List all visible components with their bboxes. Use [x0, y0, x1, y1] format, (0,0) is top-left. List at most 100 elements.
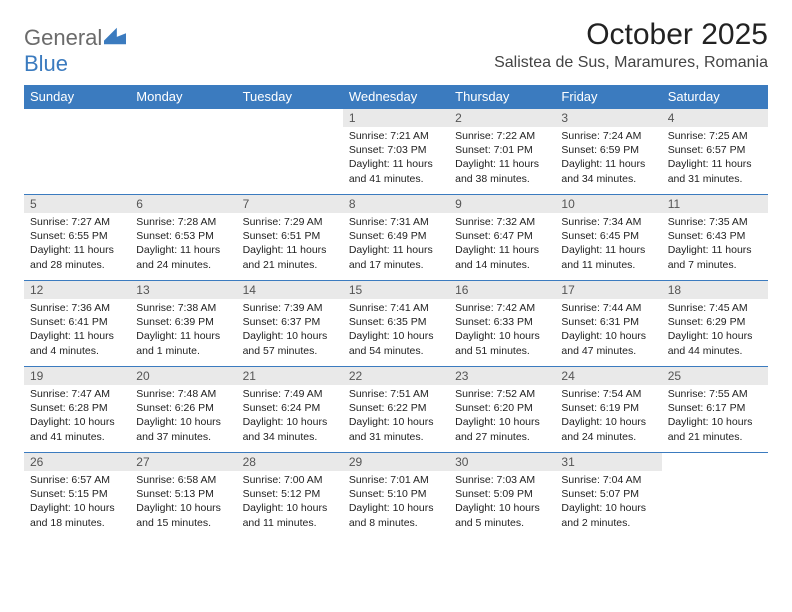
day-details: Sunrise: 7:48 AMSunset: 6:26 PMDaylight:…: [130, 385, 236, 446]
calendar-day-cell: 26Sunrise: 6:57 AMSunset: 5:15 PMDayligh…: [24, 453, 130, 539]
sunrise-text: Sunrise: 7:51 AM: [349, 387, 443, 401]
calendar-day-cell: 30Sunrise: 7:03 AMSunset: 5:09 PMDayligh…: [449, 453, 555, 539]
calendar-day-cell: 5Sunrise: 7:27 AMSunset: 6:55 PMDaylight…: [24, 195, 130, 281]
sunrise-text: Sunrise: 7:52 AM: [455, 387, 549, 401]
calendar-day-cell: 22Sunrise: 7:51 AMSunset: 6:22 PMDayligh…: [343, 367, 449, 453]
calendar-day-cell: 14Sunrise: 7:39 AMSunset: 6:37 PMDayligh…: [237, 281, 343, 367]
day-number: 28: [237, 453, 343, 471]
day-details: Sunrise: 7:42 AMSunset: 6:33 PMDaylight:…: [449, 299, 555, 360]
header: General Blue October 2025 Salistea de Su…: [24, 18, 768, 77]
sunset-text: Sunset: 5:07 PM: [561, 487, 655, 501]
day-details: Sunrise: 7:52 AMSunset: 6:20 PMDaylight:…: [449, 385, 555, 446]
weekday-header: Monday: [130, 85, 236, 109]
day-details: Sunrise: 6:58 AMSunset: 5:13 PMDaylight:…: [130, 471, 236, 532]
calendar-day-cell: 17Sunrise: 7:44 AMSunset: 6:31 PMDayligh…: [555, 281, 661, 367]
daylight-text: Daylight: 10 hours and 18 minutes.: [30, 501, 124, 529]
daylight-text: Daylight: 10 hours and 5 minutes.: [455, 501, 549, 529]
daylight-text: Daylight: 10 hours and 57 minutes.: [243, 329, 337, 357]
day-number: 22: [343, 367, 449, 385]
day-details: Sunrise: 6:57 AMSunset: 5:15 PMDaylight:…: [24, 471, 130, 532]
day-details: Sunrise: 7:03 AMSunset: 5:09 PMDaylight:…: [449, 471, 555, 532]
calendar-day-cell: 2Sunrise: 7:22 AMSunset: 7:01 PMDaylight…: [449, 109, 555, 195]
calendar-day-cell: 1Sunrise: 7:21 AMSunset: 7:03 PMDaylight…: [343, 109, 449, 195]
daylight-text: Daylight: 11 hours and 4 minutes.: [30, 329, 124, 357]
day-number: 16: [449, 281, 555, 299]
day-details: Sunrise: 7:28 AMSunset: 6:53 PMDaylight:…: [130, 213, 236, 274]
day-number: 1: [343, 109, 449, 127]
calendar-day-cell: [24, 109, 130, 195]
sunrise-text: Sunrise: 7:34 AM: [561, 215, 655, 229]
daylight-text: Daylight: 11 hours and 28 minutes.: [30, 243, 124, 271]
sunset-text: Sunset: 6:59 PM: [561, 143, 655, 157]
calendar-day-cell: 7Sunrise: 7:29 AMSunset: 6:51 PMDaylight…: [237, 195, 343, 281]
day-details: Sunrise: 7:38 AMSunset: 6:39 PMDaylight:…: [130, 299, 236, 360]
day-details: Sunrise: 7:21 AMSunset: 7:03 PMDaylight:…: [343, 127, 449, 188]
sunrise-text: Sunrise: 7:32 AM: [455, 215, 549, 229]
sunrise-text: Sunrise: 7:21 AM: [349, 129, 443, 143]
day-details: Sunrise: 7:24 AMSunset: 6:59 PMDaylight:…: [555, 127, 661, 188]
day-number: 27: [130, 453, 236, 471]
day-number: 29: [343, 453, 449, 471]
calendar-week-row: 5Sunrise: 7:27 AMSunset: 6:55 PMDaylight…: [24, 195, 768, 281]
sunset-text: Sunset: 6:47 PM: [455, 229, 549, 243]
sunrise-text: Sunrise: 7:39 AM: [243, 301, 337, 315]
calendar-week-row: 12Sunrise: 7:36 AMSunset: 6:41 PMDayligh…: [24, 281, 768, 367]
calendar-day-cell: 15Sunrise: 7:41 AMSunset: 6:35 PMDayligh…: [343, 281, 449, 367]
calendar-day-cell: [237, 109, 343, 195]
sunset-text: Sunset: 6:45 PM: [561, 229, 655, 243]
sunset-text: Sunset: 6:31 PM: [561, 315, 655, 329]
daylight-text: Daylight: 11 hours and 7 minutes.: [668, 243, 762, 271]
calendar-day-cell: 29Sunrise: 7:01 AMSunset: 5:10 PMDayligh…: [343, 453, 449, 539]
daylight-text: Daylight: 10 hours and 24 minutes.: [561, 415, 655, 443]
daylight-text: Daylight: 10 hours and 15 minutes.: [136, 501, 230, 529]
calendar-week-row: 19Sunrise: 7:47 AMSunset: 6:28 PMDayligh…: [24, 367, 768, 453]
daylight-text: Daylight: 11 hours and 31 minutes.: [668, 157, 762, 185]
calendar-day-cell: 23Sunrise: 7:52 AMSunset: 6:20 PMDayligh…: [449, 367, 555, 453]
day-number: 23: [449, 367, 555, 385]
daylight-text: Daylight: 11 hours and 17 minutes.: [349, 243, 443, 271]
sunrise-text: Sunrise: 7:42 AM: [455, 301, 549, 315]
day-details: Sunrise: 7:04 AMSunset: 5:07 PMDaylight:…: [555, 471, 661, 532]
sunset-text: Sunset: 6:29 PM: [668, 315, 762, 329]
calendar-day-cell: 31Sunrise: 7:04 AMSunset: 5:07 PMDayligh…: [555, 453, 661, 539]
sunrise-text: Sunrise: 7:00 AM: [243, 473, 337, 487]
location: Salistea de Sus, Maramures, Romania: [494, 54, 768, 72]
daylight-text: Daylight: 10 hours and 37 minutes.: [136, 415, 230, 443]
day-number: 31: [555, 453, 661, 471]
day-details: Sunrise: 7:36 AMSunset: 6:41 PMDaylight:…: [24, 299, 130, 360]
sunrise-text: Sunrise: 7:27 AM: [30, 215, 124, 229]
day-details: Sunrise: 7:00 AMSunset: 5:12 PMDaylight:…: [237, 471, 343, 532]
calendar-week-row: 26Sunrise: 6:57 AMSunset: 5:15 PMDayligh…: [24, 453, 768, 539]
calendar-day-cell: [130, 109, 236, 195]
calendar-day-cell: 13Sunrise: 7:38 AMSunset: 6:39 PMDayligh…: [130, 281, 236, 367]
sunrise-text: Sunrise: 7:45 AM: [668, 301, 762, 315]
sunset-text: Sunset: 6:41 PM: [30, 315, 124, 329]
day-details: Sunrise: 7:49 AMSunset: 6:24 PMDaylight:…: [237, 385, 343, 446]
sunset-text: Sunset: 6:17 PM: [668, 401, 762, 415]
sunset-text: Sunset: 6:43 PM: [668, 229, 762, 243]
day-details: Sunrise: 7:29 AMSunset: 6:51 PMDaylight:…: [237, 213, 343, 274]
day-number: 7: [237, 195, 343, 213]
sunrise-text: Sunrise: 7:41 AM: [349, 301, 443, 315]
sunrise-text: Sunrise: 7:25 AM: [668, 129, 762, 143]
sunset-text: Sunset: 6:24 PM: [243, 401, 337, 415]
day-number: 9: [449, 195, 555, 213]
sunset-text: Sunset: 6:57 PM: [668, 143, 762, 157]
day-number: 24: [555, 367, 661, 385]
calendar-table: SundayMondayTuesdayWednesdayThursdayFrid…: [24, 85, 768, 539]
sunrise-text: Sunrise: 7:31 AM: [349, 215, 443, 229]
day-number: 11: [662, 195, 768, 213]
sunrise-text: Sunrise: 7:35 AM: [668, 215, 762, 229]
sunset-text: Sunset: 5:12 PM: [243, 487, 337, 501]
day-number: 4: [662, 109, 768, 127]
day-details: Sunrise: 7:27 AMSunset: 6:55 PMDaylight:…: [24, 213, 130, 274]
weekday-header: Friday: [555, 85, 661, 109]
day-details: Sunrise: 7:44 AMSunset: 6:31 PMDaylight:…: [555, 299, 661, 360]
sunset-text: Sunset: 6:49 PM: [349, 229, 443, 243]
day-details: Sunrise: 7:35 AMSunset: 6:43 PMDaylight:…: [662, 213, 768, 274]
calendar-day-cell: 20Sunrise: 7:48 AMSunset: 6:26 PMDayligh…: [130, 367, 236, 453]
daylight-text: Daylight: 11 hours and 41 minutes.: [349, 157, 443, 185]
day-details: Sunrise: 7:41 AMSunset: 6:35 PMDaylight:…: [343, 299, 449, 360]
daylight-text: Daylight: 10 hours and 41 minutes.: [30, 415, 124, 443]
day-number: 5: [24, 195, 130, 213]
